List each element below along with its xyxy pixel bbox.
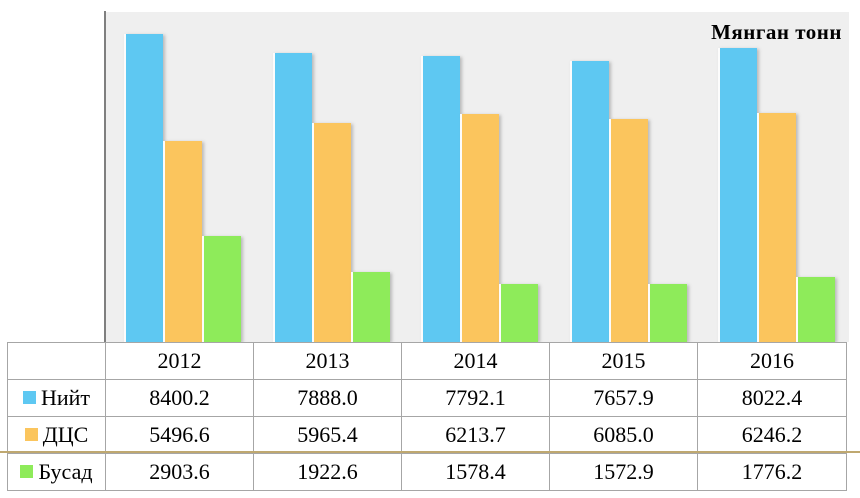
bar-Бусад-2016 — [796, 276, 836, 342]
value-cell: 8400.2 — [105, 379, 254, 417]
value-cell: 1578.4 — [401, 453, 550, 491]
table-corner-cell — [7, 342, 106, 380]
value-cell: 7792.1 — [401, 379, 550, 417]
year-header-cell: 2015 — [549, 342, 698, 380]
bar-ДЦС-2014 — [460, 114, 500, 342]
bar-Нийт-2016 — [718, 47, 758, 342]
row-label: Нийт — [40, 385, 91, 410]
year-header-cell: 2013 — [253, 342, 402, 380]
value-cell: 1572.9 — [549, 453, 698, 491]
chart-unit-label: Мянган тонн — [711, 20, 842, 44]
legend-swatch-niit — [22, 391, 36, 405]
bar-Нийт-2014 — [421, 56, 461, 342]
row-label-cell: Нийт — [7, 379, 106, 417]
bar-Нийт-2015 — [569, 61, 609, 342]
y-axis-line — [104, 11, 106, 342]
value-cell: 2903.6 — [105, 453, 254, 491]
legend-swatch-dts — [24, 428, 38, 442]
table-row-niit: Нийт 8400.2 7888.0 7792.1 7657.9 8022.4 — [7, 379, 847, 417]
value-cell: 7657.9 — [549, 379, 698, 417]
bar-ДЦС-2016 — [757, 113, 797, 342]
bar-Нийт-2013 — [272, 52, 312, 342]
row-label-cell: Бусад — [7, 453, 106, 491]
year-header-cell: 2014 — [401, 342, 550, 380]
table-year-header-row: 2012 2013 2014 2015 2016 — [7, 342, 847, 380]
bar-Бусад-2012 — [202, 235, 241, 342]
year-header-cell: 2012 — [105, 342, 254, 380]
bar-ДЦС-2013 — [311, 123, 351, 342]
value-cell: 1776.2 — [697, 453, 847, 491]
bar-Нийт-2012 — [124, 34, 163, 342]
value-cell: 7888.0 — [253, 379, 402, 417]
chart-plot-area: Мянган тонн — [106, 12, 849, 342]
row-divider-accent-line — [0, 451, 860, 453]
bar-Бусад-2013 — [350, 271, 390, 342]
legend-swatch-busad — [20, 465, 34, 479]
row-label: ДЦС — [42, 422, 89, 447]
table-row-dts: ДЦС 5496.6 5965.4 6213.7 6085.0 6246.2 — [7, 416, 847, 454]
value-cell: 1922.6 — [253, 453, 402, 491]
value-cell: 6246.2 — [697, 416, 847, 454]
value-cell: 5965.4 — [253, 416, 402, 454]
bar-Бусад-2014 — [499, 284, 539, 342]
bar-ДЦС-2015 — [608, 118, 648, 342]
year-header-cell: 2016 — [697, 342, 847, 380]
bar-ДЦС-2012 — [163, 140, 202, 342]
bar-Бусад-2015 — [647, 284, 687, 342]
value-cell: 6085.0 — [549, 416, 698, 454]
value-cell: 8022.4 — [697, 379, 847, 417]
value-cell: 6213.7 — [401, 416, 550, 454]
table-row-busad: Бусад 2903.6 1922.6 1578.4 1572.9 1776.2 — [7, 453, 847, 491]
value-cell: 5496.6 — [105, 416, 254, 454]
row-label-cell: ДЦС — [7, 416, 106, 454]
data-table: 2012 2013 2014 2015 2016 Нийт 8400.2 788… — [7, 342, 847, 491]
row-label: Бусад — [38, 459, 93, 484]
